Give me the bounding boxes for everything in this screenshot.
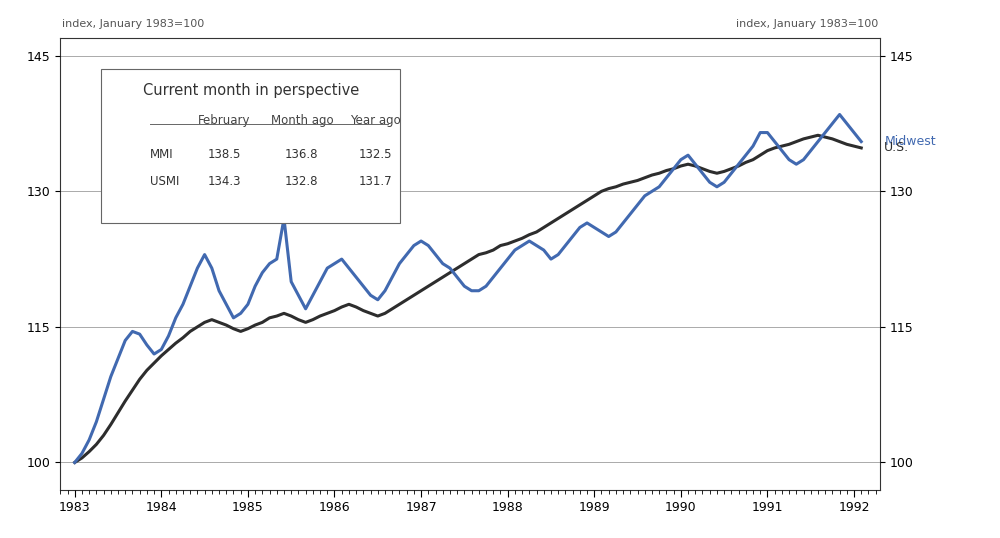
Text: 138.5: 138.5 xyxy=(207,148,241,161)
Text: 136.8: 136.8 xyxy=(285,148,319,161)
Text: Month ago: Month ago xyxy=(271,115,333,128)
Text: index, January 1983=100: index, January 1983=100 xyxy=(736,19,878,29)
Text: index, January 1983=100: index, January 1983=100 xyxy=(62,19,204,29)
Text: Current month in perspective: Current month in perspective xyxy=(143,83,359,98)
Text: 132.8: 132.8 xyxy=(285,175,319,188)
Text: USMI: USMI xyxy=(150,175,180,188)
Text: February: February xyxy=(198,115,250,128)
FancyBboxPatch shape xyxy=(101,69,400,223)
Text: 131.7: 131.7 xyxy=(359,175,393,188)
Text: U.S.: U.S. xyxy=(884,141,909,154)
Text: Midwest: Midwest xyxy=(884,135,936,148)
Text: 134.3: 134.3 xyxy=(207,175,241,188)
Text: Year ago: Year ago xyxy=(350,115,401,128)
Text: 132.5: 132.5 xyxy=(359,148,392,161)
Text: MMI: MMI xyxy=(150,148,174,161)
